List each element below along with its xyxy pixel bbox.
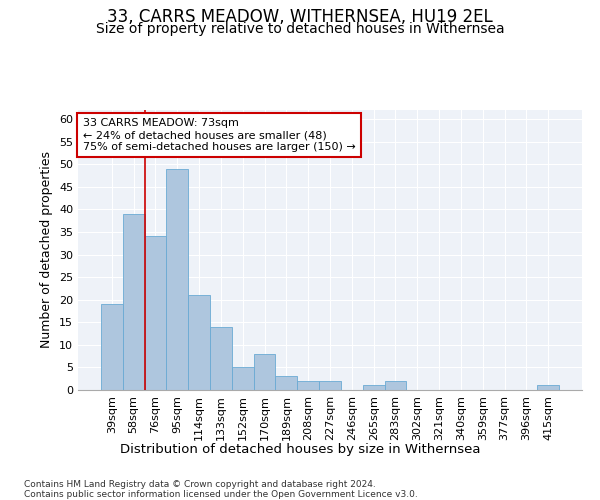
Bar	[145, 236, 166, 390]
Bar	[275, 376, 297, 390]
Bar	[166, 168, 188, 390]
Bar	[123, 214, 145, 390]
Bar	[319, 381, 341, 390]
Bar	[537, 386, 559, 390]
Text: Size of property relative to detached houses in Withernsea: Size of property relative to detached ho…	[95, 22, 505, 36]
Text: 33, CARRS MEADOW, WITHERNSEA, HU19 2EL: 33, CARRS MEADOW, WITHERNSEA, HU19 2EL	[107, 8, 493, 26]
Text: Contains HM Land Registry data © Crown copyright and database right 2024.
Contai: Contains HM Land Registry data © Crown c…	[24, 480, 418, 500]
Y-axis label: Number of detached properties: Number of detached properties	[40, 152, 53, 348]
Bar	[188, 295, 210, 390]
Bar	[254, 354, 275, 390]
Text: Distribution of detached houses by size in Withernsea: Distribution of detached houses by size …	[120, 442, 480, 456]
Bar	[232, 368, 254, 390]
Bar	[297, 381, 319, 390]
Bar	[363, 386, 385, 390]
Text: 33 CARRS MEADOW: 73sqm
← 24% of detached houses are smaller (48)
75% of semi-det: 33 CARRS MEADOW: 73sqm ← 24% of detached…	[83, 118, 356, 152]
Bar	[101, 304, 123, 390]
Bar	[210, 327, 232, 390]
Bar	[385, 381, 406, 390]
